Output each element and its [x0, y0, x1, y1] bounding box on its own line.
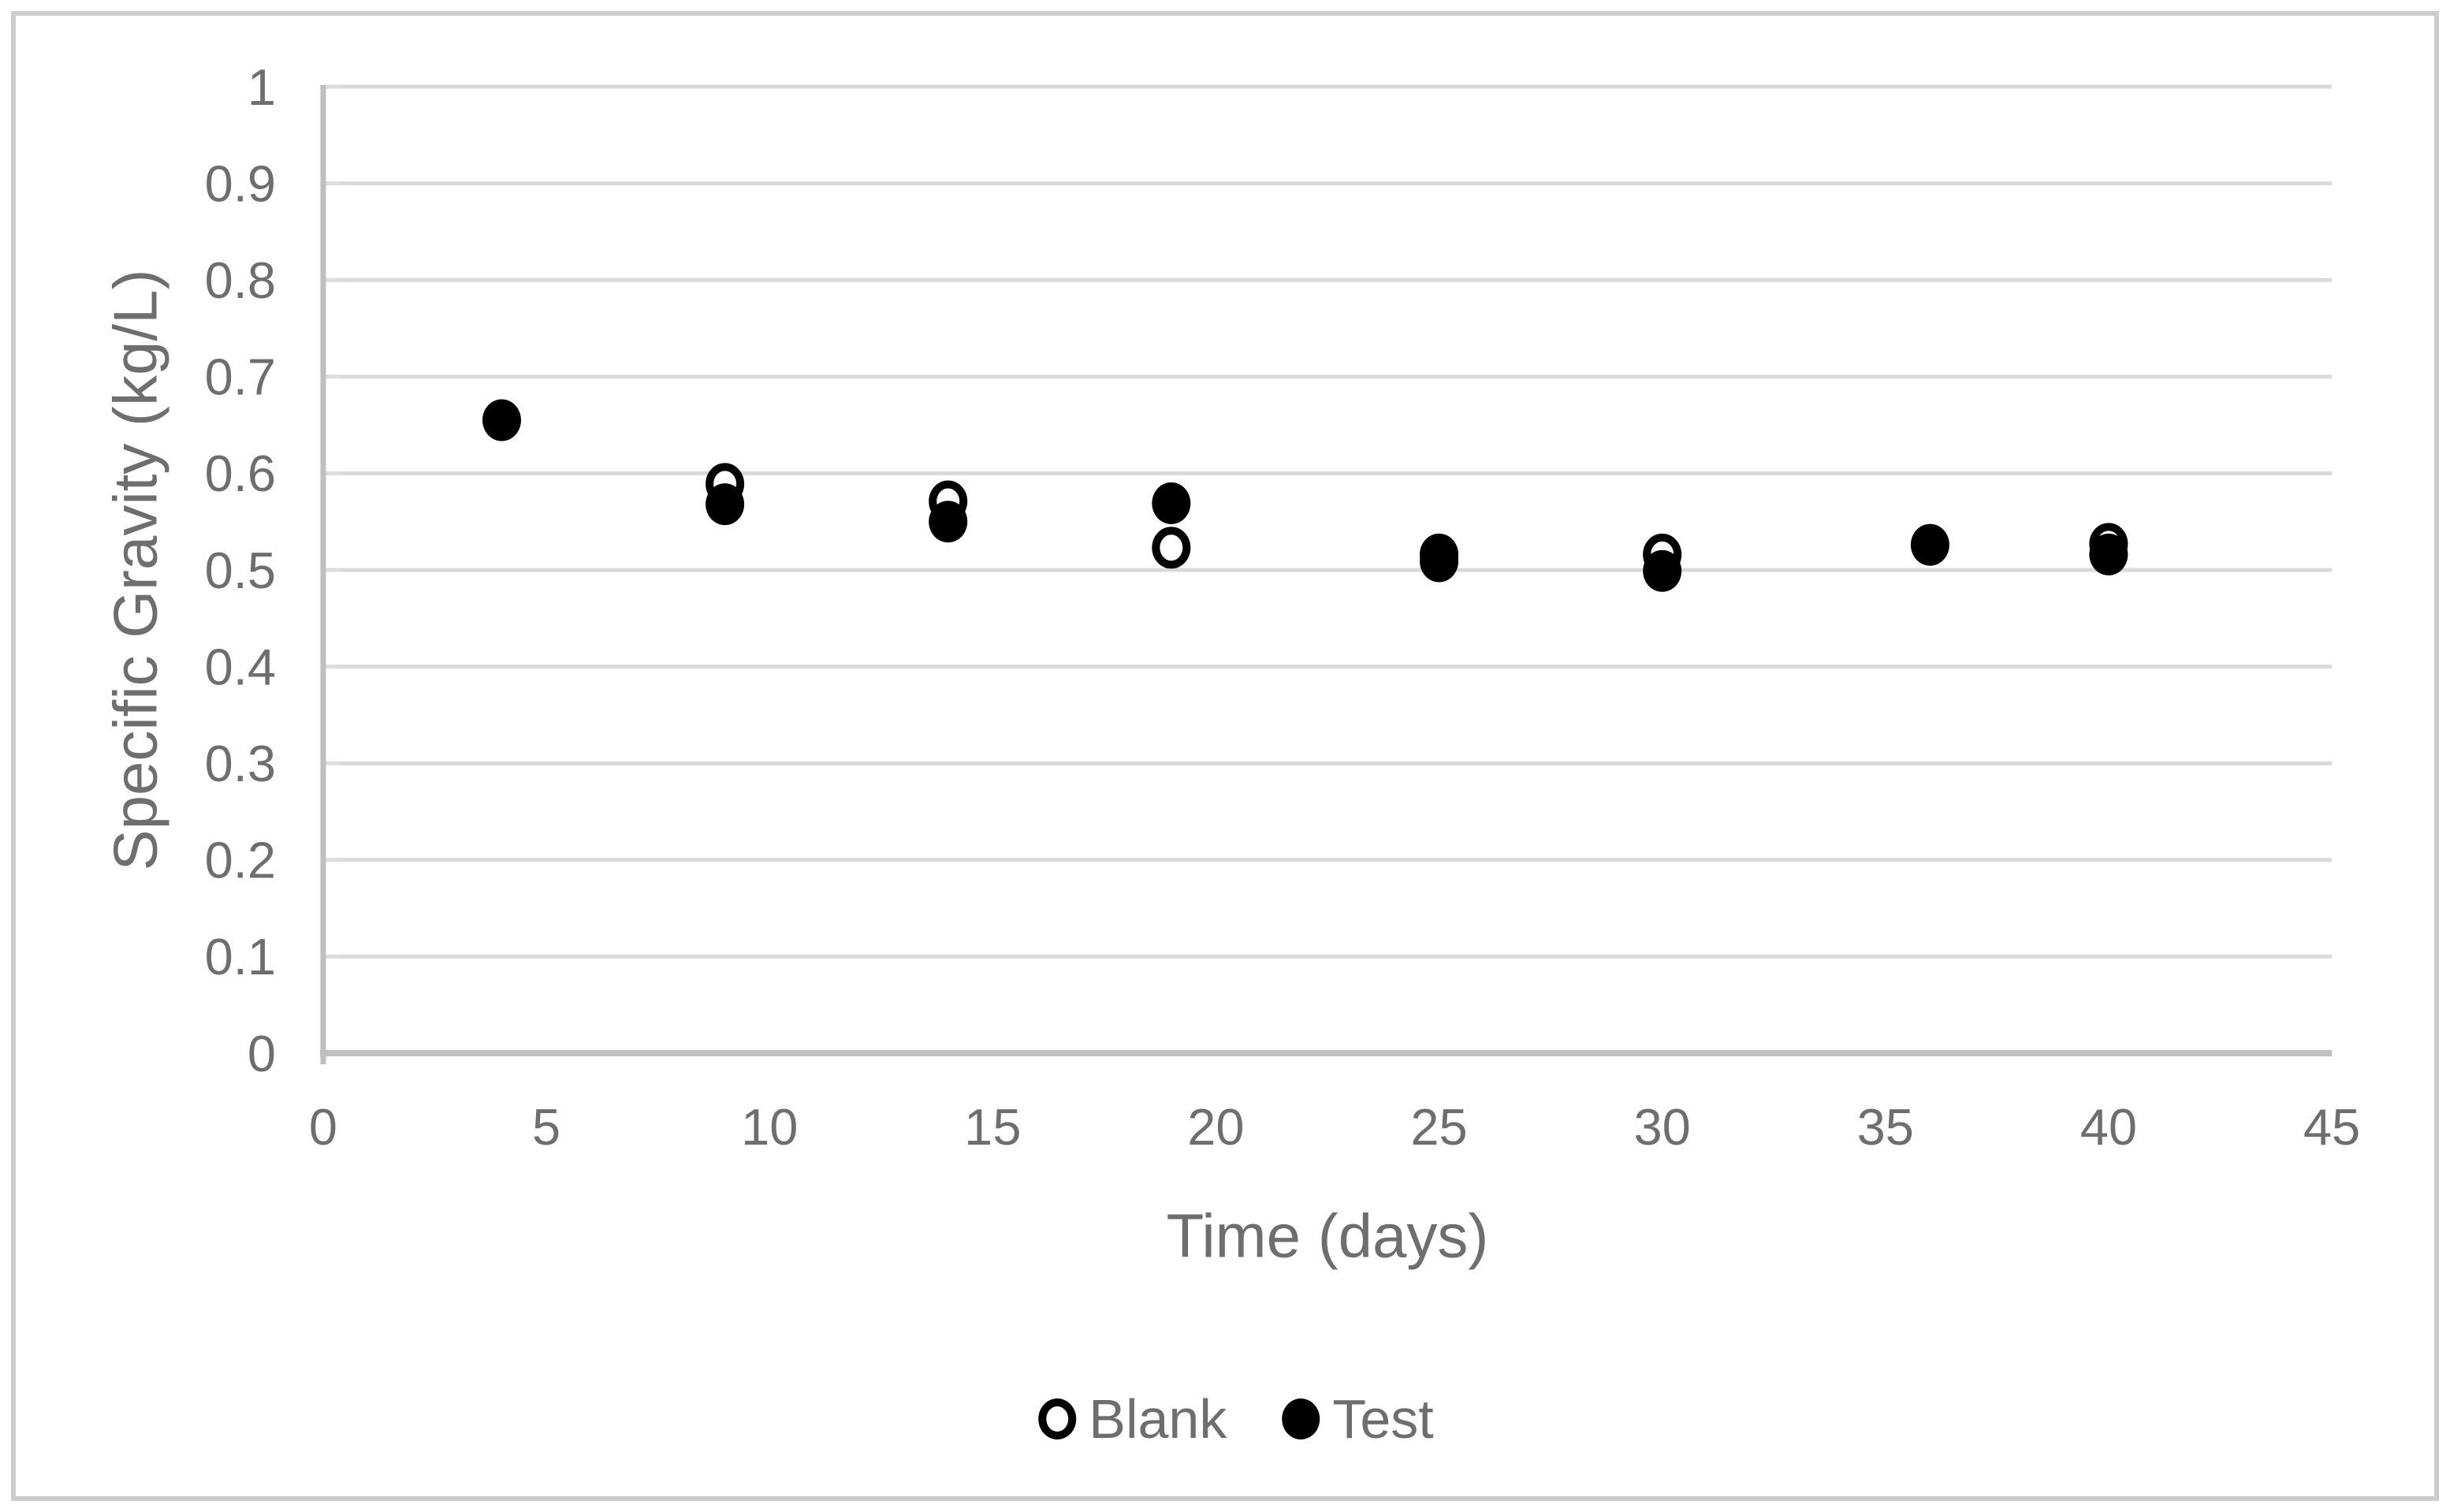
x-tick-labels: 0 5 10 15 20 25 30 35 40 45 — [309, 1098, 2360, 1156]
x-tick-label: 5 — [532, 1098, 560, 1156]
x-tick-label: 15 — [964, 1098, 1021, 1156]
data-points — [482, 399, 2128, 592]
legend-item-blank: Blank — [1038, 1387, 1227, 1451]
gridlines — [323, 84, 2332, 959]
data-point-test — [1910, 523, 1949, 566]
legend-item-test: Test — [1282, 1387, 1434, 1451]
y-tick-label: 0.1 — [205, 928, 276, 985]
legend: Blank Test — [1038, 1387, 1434, 1451]
y-tick-label: 0.5 — [205, 542, 276, 599]
y-tick-label: 0 — [248, 1025, 276, 1082]
y-tick-label: 0.4 — [205, 638, 276, 695]
x-axis-title: Time (days) — [1166, 1201, 1489, 1271]
data-point-test — [482, 399, 521, 441]
y-tick-marks — [326, 85, 341, 959]
data-point-test — [1152, 482, 1191, 524]
y-tick-label: 0.3 — [205, 735, 276, 792]
x-tick-label: 10 — [741, 1098, 798, 1156]
legend-label-blank: Blank — [1089, 1388, 1227, 1450]
legend-label-test: Test — [1332, 1388, 1434, 1450]
data-point-test — [929, 501, 968, 543]
y-axis-title: Specific Gravity (kg/L) — [100, 269, 170, 871]
y-tick-label: 0.6 — [205, 445, 276, 502]
y-tick-label: 0.8 — [205, 251, 276, 309]
x-tick-label: 40 — [2080, 1098, 2137, 1156]
x-tick-label: 30 — [1634, 1098, 1691, 1156]
data-point-blank — [1152, 527, 1191, 569]
data-point-test — [2089, 533, 2128, 575]
open-circle-marker-icon — [1038, 1398, 1077, 1439]
y-tick-label: 0.9 — [205, 155, 276, 212]
x-tick-label: 25 — [1410, 1098, 1467, 1156]
y-tick-label: 1 — [248, 58, 276, 116]
filled-circle-marker-icon — [1282, 1398, 1320, 1439]
x-tick-label: 0 — [309, 1098, 337, 1156]
y-tick-labels: 0 0.1 0.2 0.3 0.4 0.5 0.6 0.7 0.8 0.9 1 — [205, 58, 276, 1082]
x-tick-label: 35 — [1857, 1098, 1914, 1156]
data-point-test — [1643, 549, 1682, 592]
y-tick-label: 0.2 — [205, 832, 276, 889]
data-point-test — [706, 483, 745, 526]
x-tick-label: 45 — [2303, 1098, 2360, 1156]
x-tick-label: 20 — [1187, 1098, 1244, 1156]
y-tick-label: 0.7 — [205, 348, 276, 406]
data-point-test — [1420, 540, 1459, 583]
